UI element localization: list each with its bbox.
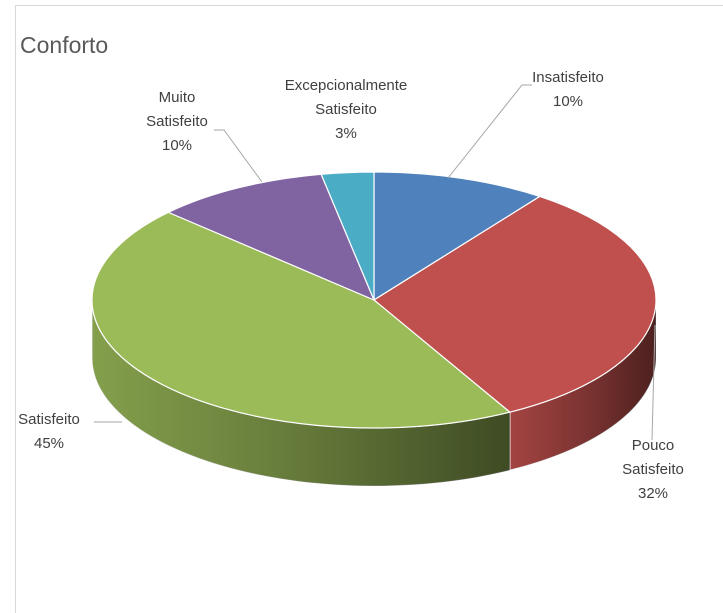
slice-side-shade — [92, 300, 510, 487]
label-value: 3% — [335, 125, 357, 142]
label-value: 10% — [552, 93, 584, 110]
label-category: Insatisfeito — [532, 69, 604, 86]
leader-line — [214, 129, 263, 183]
data-label: Muito Satisfeito 10% — [136, 86, 218, 158]
leader-lines — [94, 84, 656, 441]
data-label: Insatisfeito 10% — [518, 66, 618, 114]
label-category: Excepcionalmente Satisfeito — [284, 77, 408, 118]
slice — [373, 171, 542, 302]
slice — [166, 173, 376, 302]
label-value: 10% — [161, 137, 193, 154]
pie-tops — [91, 171, 657, 429]
data-label: Pouco Satisfeito 32% — [612, 434, 694, 506]
label-category: Pouco Satisfeito — [622, 437, 684, 478]
leader-line — [651, 324, 656, 441]
chart-title: Conforto — [20, 32, 109, 58]
label-value: 32% — [637, 485, 669, 502]
leader-line — [447, 84, 532, 179]
slice — [320, 171, 375, 301]
label-value: 45% — [33, 435, 65, 452]
slice — [91, 211, 512, 429]
label-category: Satisfeito — [18, 411, 80, 428]
slice-side-shade — [509, 300, 656, 471]
data-label: Excepcionalmente Satisfeito 3% — [276, 74, 416, 146]
data-label: Satisfeito 45% — [8, 408, 90, 456]
chart-frame — [15, 5, 723, 613]
label-category: Muito Satisfeito — [146, 89, 208, 130]
slice — [372, 195, 657, 413]
